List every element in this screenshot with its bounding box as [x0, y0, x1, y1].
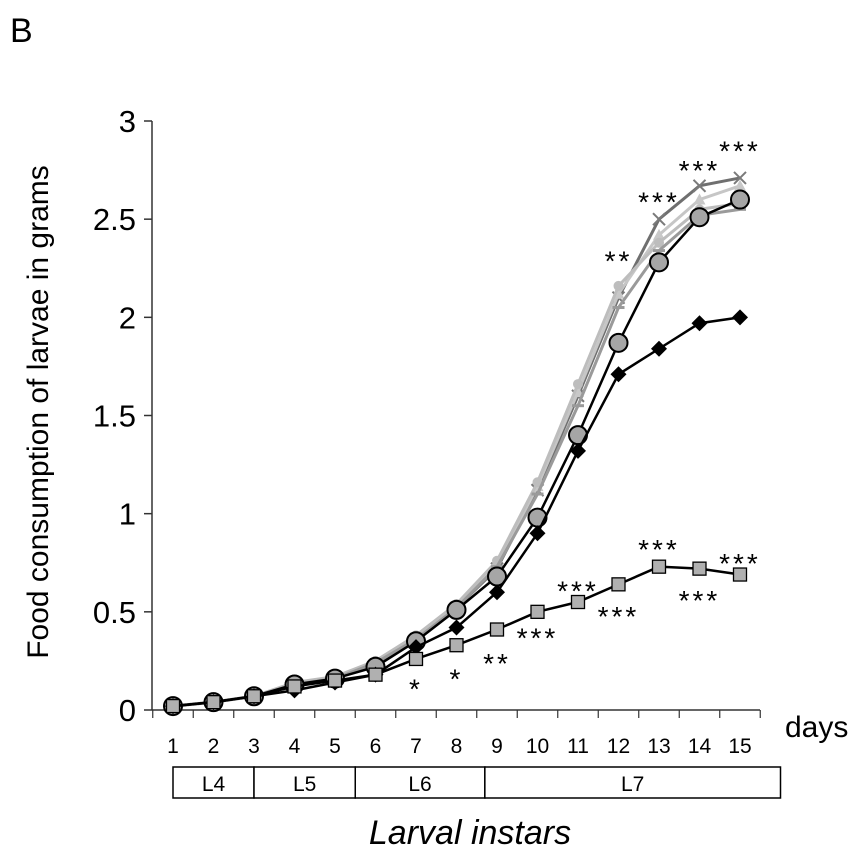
data-point-triangle [693, 193, 706, 205]
panel-label: B [10, 12, 33, 50]
data-point-circle [608, 332, 629, 353]
data-point-square [489, 622, 505, 637]
data-point-circle [446, 599, 467, 620]
data-point-square [530, 604, 545, 619]
x-tick-label: 12 [607, 735, 630, 758]
x-tick-label: 14 [688, 735, 712, 758]
significance-annotation: *** [517, 622, 559, 653]
significance-annotation: *** [557, 575, 599, 606]
significance-annotation: *** [679, 585, 721, 616]
data-point-square [449, 638, 464, 653]
data-point-x [733, 171, 747, 185]
instar-label: L7 [621, 773, 644, 796]
y-tick-label: 3 [119, 104, 136, 139]
series-square [165, 559, 748, 714]
significance-annotation: *** [719, 548, 761, 579]
instar-label: L6 [408, 773, 431, 796]
x-tick-label: 13 [647, 735, 670, 758]
data-point-dot [613, 280, 624, 291]
data-point-square [368, 667, 383, 682]
instar-box-l4 [172, 766, 255, 799]
x-axis-label: Larval instars [369, 814, 571, 852]
significance-annotation: * [409, 673, 423, 704]
y-axis-label: Food consumption of larvae in grams [22, 165, 55, 659]
data-point-triangle [734, 179, 746, 191]
series-diamond [165, 309, 748, 715]
instar-box-l6 [354, 766, 486, 799]
data-point-square [570, 594, 586, 610]
series-circle [163, 189, 750, 717]
data-point-dot [573, 379, 583, 390]
y-tick-label: 2.5 [93, 202, 136, 237]
data-point-diamond [489, 584, 505, 601]
data-point-diamond [732, 309, 748, 326]
significance-annotation: *** [679, 155, 721, 186]
y-tick-label: 1.5 [93, 399, 136, 434]
data-point-diamond [651, 340, 667, 357]
data-point-square [246, 689, 262, 704]
data-point-circle [689, 207, 710, 228]
data-point-diamond [408, 639, 424, 656]
data-point-square [408, 651, 424, 667]
instar-box-l5 [253, 766, 356, 799]
significance-annotation: ** [483, 648, 511, 679]
data-point-square [287, 679, 302, 694]
significance-annotation: *** [638, 534, 680, 565]
data-point-diamond [610, 366, 627, 383]
data-point-x [652, 212, 666, 226]
x-tick-label: 5 [329, 735, 341, 758]
significance-annotation: *** [638, 187, 680, 218]
y-tick-label: 0.5 [93, 595, 136, 630]
x-tick-label: 15 [728, 735, 751, 758]
significance-annotation: * [450, 664, 464, 695]
y-tick-label: 0 [119, 693, 136, 728]
x-tick-label: 10 [526, 735, 549, 758]
x-tick-label: 8 [451, 735, 463, 758]
instar-label: L4 [202, 773, 226, 796]
data-point-square [206, 694, 221, 710]
data-point-square [611, 577, 626, 592]
x-tick-label: 2 [208, 735, 220, 758]
data-point-circle [527, 507, 548, 528]
data-point-square [732, 567, 748, 582]
data-point-diamond [691, 315, 708, 332]
x-tick-label: 3 [248, 735, 260, 758]
data-point-square [165, 698, 181, 714]
x-tick-label: 11 [567, 735, 589, 758]
data-point-circle [649, 252, 669, 273]
data-point-diamond [570, 442, 586, 459]
x-tick-label: 9 [491, 735, 503, 758]
y-tick-label: 1 [119, 497, 136, 532]
y-tick-label: 2 [119, 300, 136, 335]
significance-annotation: ** [605, 245, 633, 276]
instar-label: L5 [293, 773, 316, 796]
x-tick-label: 1 [167, 735, 179, 758]
data-point-x [692, 179, 707, 193]
x-tick-label: 7 [410, 735, 422, 758]
data-point-dot [532, 477, 543, 488]
instar-box-l7 [484, 766, 782, 799]
x-tick-label: 6 [370, 735, 382, 758]
data-point-triangle [653, 228, 665, 240]
x-unit-label: days [785, 711, 848, 744]
significance-annotation: *** [719, 135, 761, 166]
data-point-diamond [529, 525, 546, 542]
data-point-square [327, 673, 343, 688]
data-point-diamond [448, 619, 465, 636]
significance-annotation: *** [598, 601, 640, 632]
data-point-circle [730, 189, 750, 210]
data-point-dot [654, 237, 664, 248]
data-point-square [692, 561, 707, 576]
data-point-square [651, 559, 667, 574]
x-tick-label: 4 [289, 735, 301, 758]
